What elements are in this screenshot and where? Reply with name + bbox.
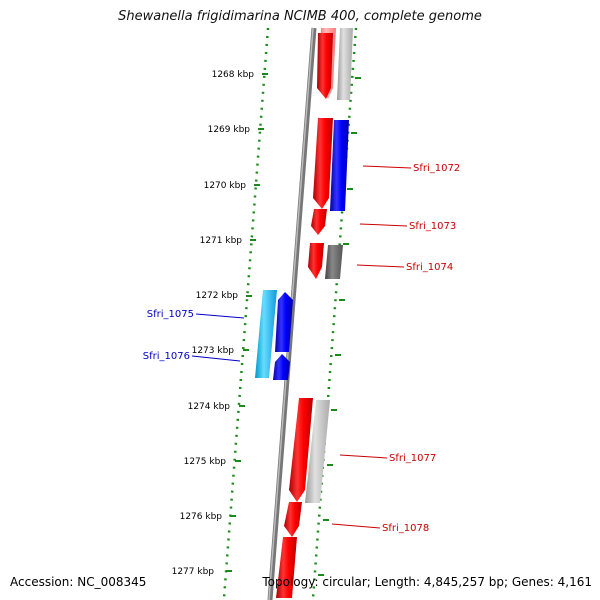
gray-features (305, 28, 353, 503)
map-title: Shewanella frigidimarina NCIMB 400, comp… (118, 9, 482, 24)
forward-gene (284, 502, 302, 537)
tick-label: 1277 kbp (172, 567, 215, 577)
outer-dotted-track-right (311, 27, 358, 599)
reverse-gene (275, 292, 293, 352)
tick-label: 1271 kbp (200, 236, 243, 246)
tick-label: 1274 kbp (188, 402, 231, 412)
tick-label: 1272 kbp (196, 291, 239, 301)
forward-gene (308, 243, 324, 279)
forward-gene (289, 398, 313, 502)
tick-label: 1268 kbp (212, 70, 255, 80)
gene-label-sfri-1072[interactable]: Sfri_1072 (413, 163, 460, 174)
tick-labels: 1268 kbp 1269 kbp 1270 kbp 1271 kbp 1272… (172, 70, 255, 577)
pseudo-feature (337, 28, 353, 100)
gene-labels: Sfri_1072 Sfri_1073 Sfri_1074 Sfri_1075 … (143, 163, 460, 534)
reverse-gene (330, 120, 349, 211)
gene-label-sfri-1076[interactable]: Sfri_1076 (143, 351, 190, 362)
reverse-rna (255, 290, 277, 378)
reverse-gene (273, 354, 290, 380)
tick-label: 1270 kbp (204, 181, 247, 191)
gene-label-sfri-1074[interactable]: Sfri_1074 (406, 262, 453, 273)
gene-label-sfri-1077[interactable]: Sfri_1077 (389, 453, 436, 464)
pseudo-feature (305, 400, 330, 503)
reverse-strand-genes (255, 120, 349, 380)
tick-label: 1275 kbp (184, 457, 227, 467)
forward-gene (317, 33, 333, 99)
gene-label-sfri-1075[interactable]: Sfri_1075 (147, 309, 194, 320)
tick-label: 1276 kbp (180, 512, 223, 522)
genome-backbone (267, 27, 317, 600)
genome-summary: Topology: circular; Length: 4,845,257 bp… (262, 575, 592, 589)
right-track-dashes (318, 77, 361, 576)
scale-ticks (226, 73, 268, 572)
leader-lines (191, 165, 412, 529)
tick-label: 1269 kbp (208, 125, 251, 135)
forward-gene (313, 118, 333, 209)
pseudo-feature (325, 245, 343, 279)
forward-gene (311, 209, 327, 235)
tick-label: 1273 kbp (192, 346, 235, 356)
gene-label-sfri-1073[interactable]: Sfri_1073 (409, 221, 456, 232)
forward-strand-genes (276, 28, 336, 598)
accession-label: Accession: NC_008345 (10, 575, 147, 589)
gene-label-sfri-1078[interactable]: Sfri_1078 (382, 523, 429, 534)
forward-gene (276, 537, 297, 598)
